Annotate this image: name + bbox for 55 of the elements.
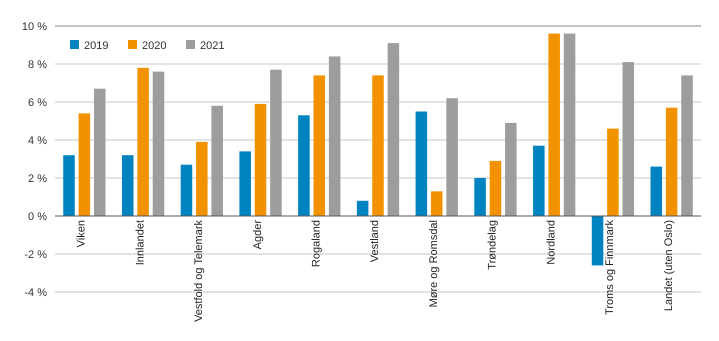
x-tick-label: Trøndelag — [486, 220, 499, 270]
y-tick-label: 6 % — [28, 96, 48, 109]
x-tick-label: Møre og Romsdal — [428, 220, 440, 308]
bar — [388, 43, 400, 216]
bar — [356, 200, 368, 216]
bar — [592, 216, 604, 266]
bar — [548, 34, 560, 216]
y-tick-label: 10 % — [22, 20, 48, 33]
bar — [63, 155, 75, 216]
bar — [94, 88, 106, 216]
y-tick-label: -2 % — [24, 248, 48, 261]
bar — [152, 72, 164, 216]
bar — [270, 70, 282, 216]
x-tick-label: Vestfold og Telemark — [193, 220, 206, 322]
bar — [650, 166, 662, 216]
bar — [446, 98, 458, 216]
bar — [533, 146, 545, 216]
x-tick-label: Rogaland — [310, 220, 323, 268]
x-tick-label: Innlandet — [134, 220, 146, 266]
bar — [607, 128, 619, 216]
bar — [122, 155, 134, 216]
legend-label: 2020 — [142, 40, 166, 52]
x-tick-label: Troms og Finnmark — [604, 220, 616, 315]
legend-label: 2019 — [84, 40, 108, 52]
bar — [137, 68, 149, 216]
bar — [254, 104, 266, 216]
y-tick-label: 2 % — [28, 172, 48, 185]
x-tick-label: Viken — [76, 220, 88, 248]
y-tick-label: 0 % — [28, 210, 48, 223]
bar — [564, 34, 576, 216]
bar — [505, 122, 517, 216]
bar — [239, 151, 251, 216]
bar — [490, 160, 502, 216]
bar — [328, 56, 340, 216]
bar — [298, 115, 310, 216]
y-tick-label: 8 % — [28, 58, 48, 71]
bar — [196, 142, 208, 216]
bar — [372, 75, 384, 216]
x-tick-label: Nordland — [545, 220, 558, 265]
x-tick-label: Landet (uten Oslo) — [662, 220, 675, 312]
x-tick-label: Vestland — [369, 220, 382, 262]
bar — [416, 112, 428, 216]
legend-label: 2021 — [200, 40, 224, 52]
bar — [314, 75, 326, 216]
x-tick-label: Agder — [252, 220, 264, 250]
bar — [622, 62, 634, 216]
bar — [430, 191, 442, 216]
y-tick-label: -4 % — [24, 286, 48, 299]
bar — [211, 106, 223, 216]
bar — [78, 113, 90, 216]
y-tick-label: 4 % — [28, 134, 48, 147]
bar — [681, 75, 693, 216]
bar — [474, 178, 486, 216]
bar — [666, 108, 678, 216]
bar — [180, 164, 192, 216]
